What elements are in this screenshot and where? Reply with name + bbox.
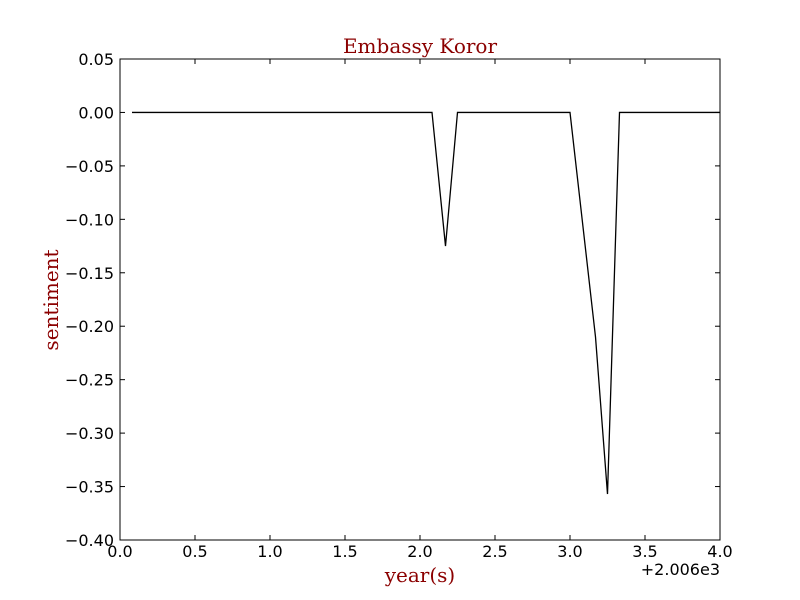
y-tick-label: −0.40	[65, 531, 114, 550]
y-tick-label: −0.15	[65, 264, 114, 283]
series-line-0	[132, 111, 720, 495]
x-tick-label: 2.0	[407, 542, 432, 561]
x-tick-label: 1.5	[332, 542, 357, 561]
y-tick-label: −0.35	[65, 478, 114, 497]
x-tick-label: 2.5	[482, 542, 507, 561]
axis-ticks: 0.0 0.5 1.0 1.5 2.0 2.5 3.0 3.5 4.0 0.05 0.00 −0.05…	[65, 50, 733, 561]
x-axis-offset-label: +2.006e3	[641, 560, 720, 579]
x-tick-label: 3.0	[557, 542, 582, 561]
y-tick-label: 0.05	[78, 50, 114, 69]
x-tick-label: 4.0	[707, 542, 732, 561]
y-tick-label: −0.20	[65, 317, 114, 336]
x-tick-label: 1.0	[257, 542, 282, 561]
y-axis-label: sentiment	[39, 249, 63, 350]
x-tick-label: 0.5	[182, 542, 207, 561]
chart-title: Embassy Koror	[343, 34, 498, 58]
x-axis-label: year(s)	[384, 563, 456, 587]
y-tick-label: −0.25	[65, 371, 114, 390]
y-tick-label: −0.30	[65, 424, 114, 443]
x-tick-label: 0.0	[107, 542, 132, 561]
y-tick-label: −0.05	[65, 157, 114, 176]
plot-area	[119, 58, 721, 541]
y-tick-label: −0.10	[65, 210, 114, 229]
plot-frame	[119, 58, 721, 541]
y-tick-label: 0.00	[78, 103, 114, 122]
x-tick-label: 3.5	[632, 542, 657, 561]
